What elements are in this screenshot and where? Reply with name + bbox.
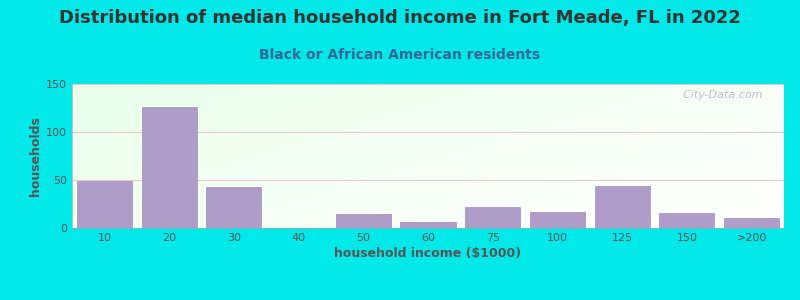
Bar [142,107,197,228]
Y-axis label: households: households [29,116,42,196]
Bar [401,222,455,228]
Text: City-Data.com: City-Data.com [676,90,762,100]
Text: Distribution of median household income in Fort Meade, FL in 2022: Distribution of median household income … [59,9,741,27]
Bar [724,218,779,228]
Bar [659,213,714,228]
X-axis label: household income ($1000): household income ($1000) [334,247,522,260]
Bar [466,207,520,228]
Bar [530,212,585,228]
Bar [77,181,132,228]
Bar [594,186,650,228]
Bar [336,214,390,228]
Bar [206,187,262,228]
Text: Black or African American residents: Black or African American residents [259,48,541,62]
